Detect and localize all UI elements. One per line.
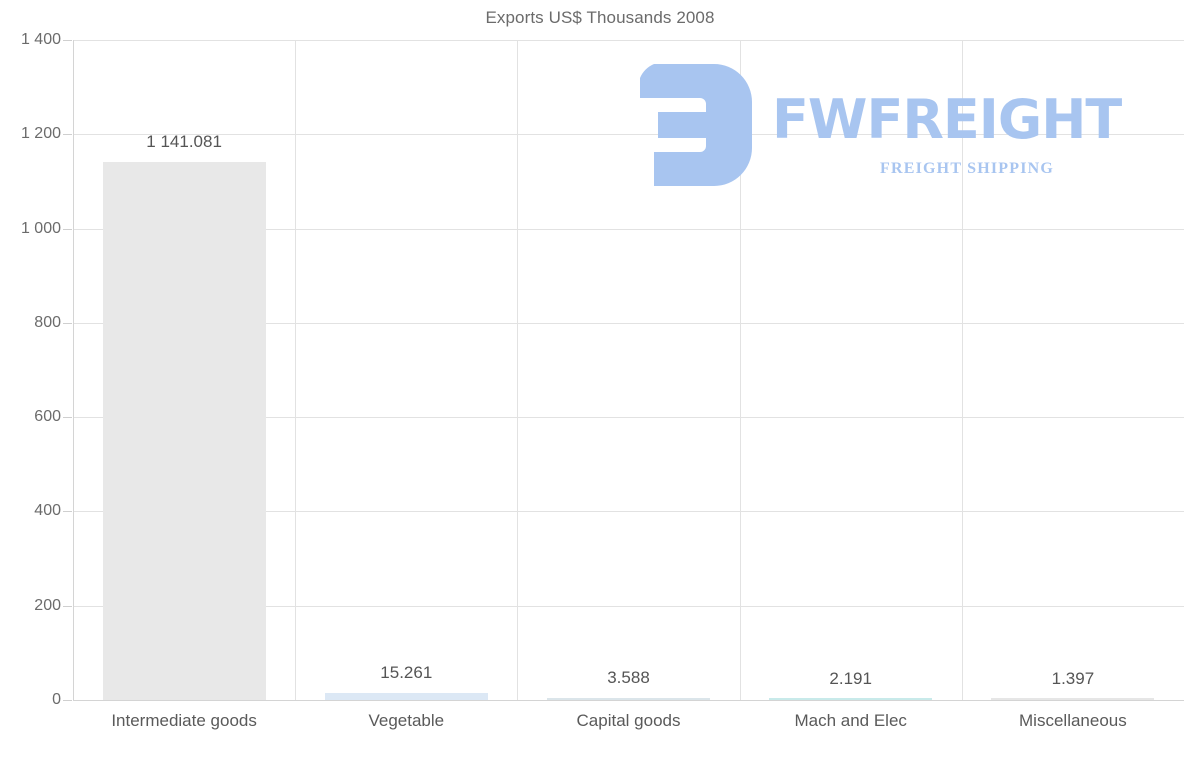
y-axis-tick-mark — [63, 700, 72, 701]
bar[interactable] — [325, 692, 488, 700]
y-axis-tick-label: 400 — [34, 502, 61, 520]
x-axis-category-label: Mach and Elec — [794, 711, 907, 730]
bar[interactable] — [769, 698, 932, 700]
gridline-horizontal — [73, 228, 1184, 230]
y-axis-tick-mark — [63, 417, 72, 419]
y-axis-tick-mark — [63, 134, 72, 136]
gridline-vertical — [73, 40, 74, 700]
gridline-horizontal — [73, 134, 1184, 136]
y-axis-tick-mark — [63, 322, 72, 324]
bar[interactable] — [991, 698, 1154, 700]
gridline-horizontal — [73, 511, 1184, 513]
bar-value-label: 2.191 — [829, 668, 872, 688]
y-axis-tick-label: 1 400 — [20, 31, 61, 48]
gridline-horizontal — [73, 605, 1184, 607]
y-axis-tick-mark — [63, 40, 72, 41]
y-axis-tick-mark — [63, 605, 72, 607]
y-axis-tick-mark — [63, 511, 72, 513]
x-axis-category-label: Miscellaneous — [1019, 711, 1127, 730]
bar[interactable] — [103, 162, 266, 700]
y-axis-tick-label: 1 200 — [20, 125, 61, 143]
y-axis-tick-label: 0 — [52, 691, 61, 708]
bar-value-label: 3.588 — [607, 668, 650, 688]
y-axis-tick-label: 1 000 — [20, 219, 61, 237]
gridline-vertical — [740, 40, 741, 700]
y-axis-tick-label: 800 — [34, 313, 61, 331]
gridline-vertical — [517, 40, 518, 700]
gridline-horizontal — [73, 417, 1184, 419]
gridline-vertical — [962, 40, 963, 700]
y-axis-tick-mark — [63, 228, 72, 230]
bar-value-label: 15.261 — [380, 662, 433, 682]
bar[interactable] — [547, 698, 710, 700]
gridline-horizontal — [73, 322, 1184, 324]
bar-value-label: 1 141.081 — [146, 132, 222, 152]
x-axis-category-label: Intermediate goods — [111, 711, 257, 730]
gridline-horizontal — [73, 40, 1184, 41]
bar-value-label: 1.397 — [1051, 669, 1095, 689]
x-axis-category-label: Capital goods — [576, 711, 681, 730]
gridline-vertical — [295, 40, 296, 700]
y-axis-tick-label: 600 — [34, 408, 61, 426]
plot-area — [73, 40, 1184, 701]
x-axis-category-label: Vegetable — [368, 711, 445, 730]
gridline-horizontal — [73, 700, 1184, 701]
chart-title: Exports US$ Thousands 2008 — [485, 8, 715, 27]
y-axis-tick-label: 200 — [34, 596, 61, 614]
